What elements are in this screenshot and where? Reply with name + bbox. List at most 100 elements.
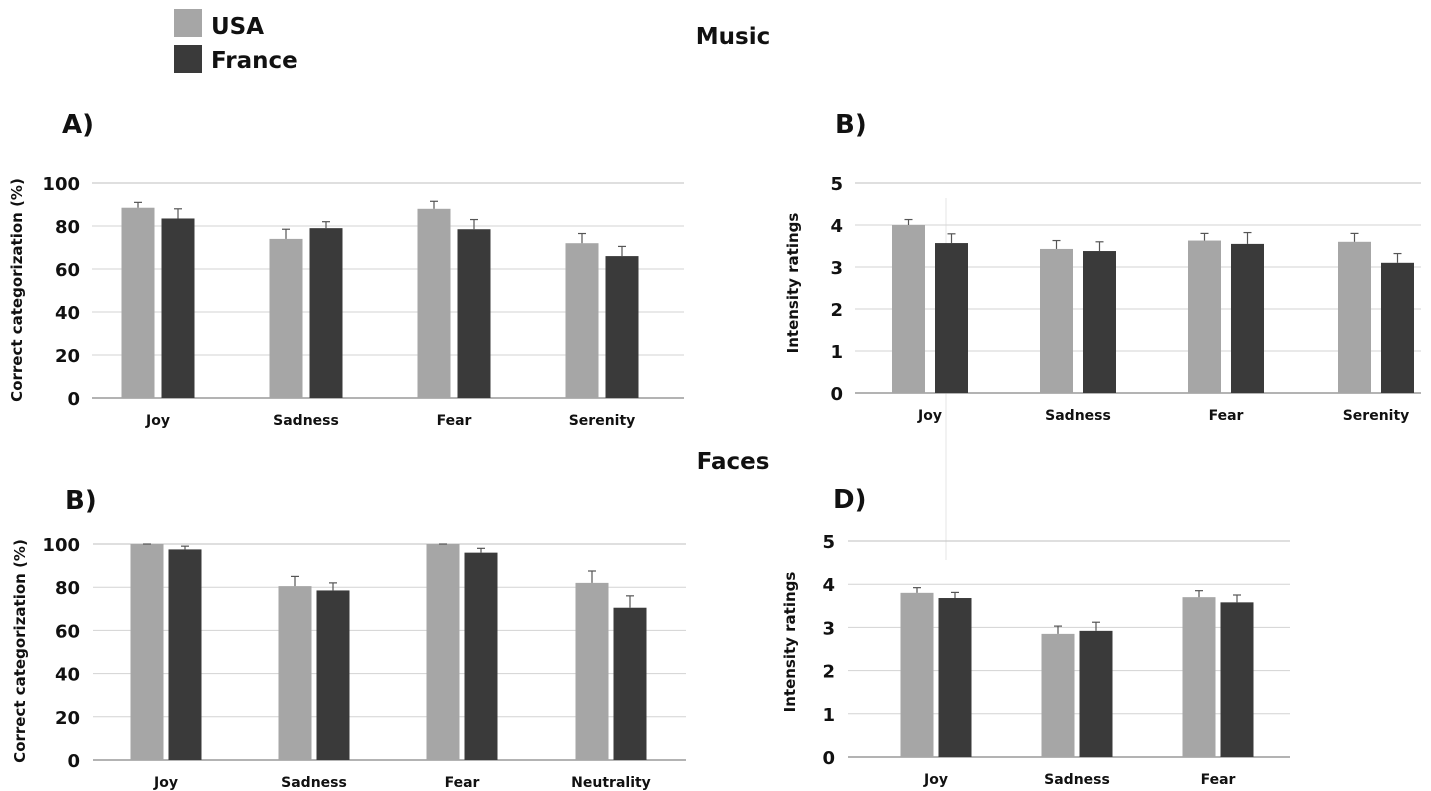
- error-bar: [134, 201, 142, 208]
- bar-usa: [892, 225, 925, 393]
- category-label: Sadness: [1044, 772, 1110, 788]
- error-bar: [1092, 621, 1100, 631]
- category-label: Fear: [445, 775, 480, 791]
- bar-usa: [1041, 633, 1075, 757]
- y-tick-label: 80: [55, 578, 80, 599]
- y-axis-label: Correct categorization (%): [8, 178, 26, 402]
- bar-france: [316, 590, 350, 760]
- error-bar: [1195, 590, 1203, 598]
- bar-usa: [565, 243, 599, 398]
- y-tick-label: 0: [830, 384, 843, 405]
- bar-france: [938, 598, 972, 757]
- error-bar: [1095, 241, 1104, 252]
- bar-usa: [1040, 248, 1073, 393]
- error-bar: [618, 245, 626, 257]
- bar-usa: [121, 207, 155, 398]
- bar-usa: [130, 544, 164, 760]
- category-label: Sadness: [1045, 408, 1111, 424]
- error-bar: [470, 218, 478, 230]
- error-bar: [174, 208, 182, 219]
- error-bar: [904, 218, 913, 225]
- y-tick-label: 0: [822, 748, 835, 769]
- category-label: Joy: [917, 408, 942, 424]
- chart-panel-0: A) 0 20 40 60 80 100 Correct categorization (%)…: [8, 110, 684, 429]
- bar-france: [309, 228, 343, 398]
- error-bar: [322, 221, 330, 229]
- bar-usa: [1188, 240, 1221, 393]
- y-tick-label: 80: [55, 217, 80, 238]
- y-tick-label: 3: [830, 258, 843, 279]
- legend-label-usa: USA: [211, 14, 264, 40]
- error-bar: [951, 591, 959, 599]
- y-tick-label: 100: [42, 174, 80, 195]
- error-bar: [1054, 625, 1062, 634]
- y-tick-label: 20: [55, 346, 80, 367]
- y-tick-label: 20: [55, 708, 80, 729]
- y-tick-label: 2: [822, 662, 835, 683]
- bar-france: [613, 607, 647, 760]
- legend: USA France: [174, 9, 298, 74]
- bar-france: [1083, 251, 1116, 393]
- bar-usa: [575, 582, 609, 760]
- legend-swatch-usa: [174, 9, 202, 37]
- error-bar: [291, 575, 299, 587]
- y-tick-label: 2: [830, 300, 843, 321]
- bar-france: [605, 256, 639, 398]
- y-tick-label: 40: [55, 303, 80, 324]
- error-bar: [947, 233, 956, 244]
- error-bar: [181, 545, 189, 550]
- panel-label: B): [65, 486, 97, 516]
- error-bar: [626, 595, 634, 608]
- error-bar: [1200, 232, 1209, 241]
- error-bar: [1393, 252, 1402, 263]
- y-axis-label: Intensity ratings: [784, 213, 802, 354]
- y-tick-label: 4: [830, 216, 843, 237]
- category-label: Serenity: [569, 413, 636, 429]
- bar-usa: [269, 238, 303, 398]
- chart-panel-3: D) 0 1 2 3 4 5 Intensity ratings Joy Sadness Fear: [781, 485, 1290, 788]
- category-label: Sadness: [273, 413, 339, 429]
- error-bar: [282, 228, 290, 239]
- y-tick-label: 3: [822, 618, 835, 639]
- bar-france: [457, 229, 491, 398]
- bar-france: [161, 218, 195, 398]
- section-title-music: Music: [696, 24, 770, 50]
- error-bar: [477, 547, 485, 553]
- bar-france: [1231, 243, 1264, 393]
- bar-france: [1220, 602, 1254, 757]
- category-label: Joy: [153, 775, 178, 791]
- y-tick-label: 1: [830, 342, 843, 363]
- y-tick-label: 5: [822, 532, 835, 553]
- y-tick-label: 5: [830, 174, 843, 195]
- y-tick-label: 60: [55, 621, 80, 642]
- error-bar: [588, 570, 596, 583]
- category-label: Fear: [1201, 772, 1236, 788]
- error-bar: [1350, 232, 1359, 242]
- bar-usa: [1338, 241, 1371, 393]
- chart-panel-1: B) 0 1 2 3 4 5 Intensity ratings Joy Sadness Fear S…: [784, 110, 1421, 424]
- category-label: Fear: [437, 413, 472, 429]
- panel-label: B): [835, 110, 867, 140]
- category-label: Joy: [923, 772, 948, 788]
- bar-france: [1381, 262, 1414, 393]
- y-axis-label: Correct categorization (%): [11, 539, 29, 763]
- y-axis-label: Intensity ratings: [781, 572, 799, 713]
- error-bar: [578, 232, 586, 244]
- legend-label-france: France: [211, 48, 298, 74]
- error-bar: [1243, 231, 1252, 244]
- bar-usa: [426, 544, 460, 760]
- error-bar: [1233, 594, 1241, 603]
- y-tick-label: 40: [55, 665, 80, 686]
- y-tick-label: 100: [42, 535, 80, 556]
- category-label: Neutrality: [571, 775, 651, 791]
- category-label: Serenity: [1343, 408, 1410, 424]
- y-tick-label: 4: [822, 575, 835, 596]
- bar-france: [1079, 630, 1113, 757]
- y-tick-label: 0: [67, 389, 80, 410]
- error-bar: [329, 582, 337, 591]
- bar-france: [935, 243, 968, 393]
- y-tick-label: 60: [55, 260, 80, 281]
- y-tick-label: 1: [822, 705, 835, 726]
- panel-label: A): [62, 110, 94, 140]
